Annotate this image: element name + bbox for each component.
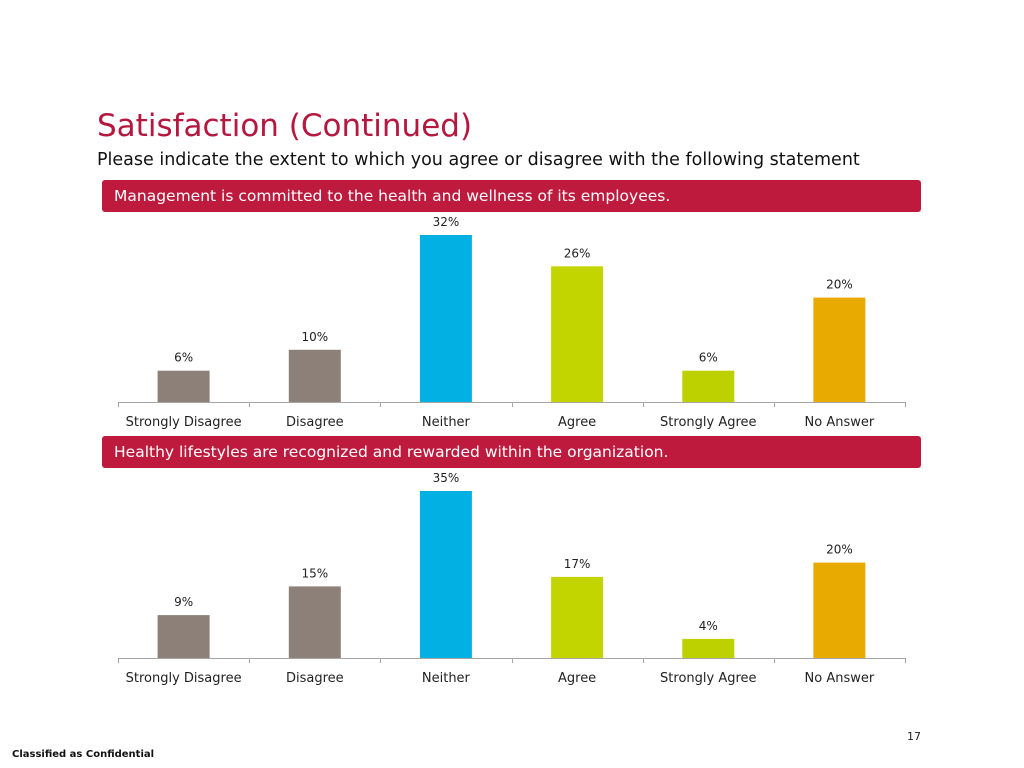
category-label: No Answer <box>805 415 875 430</box>
category-label: Disagree <box>286 415 344 430</box>
bar-3 <box>419 491 472 658</box>
bar-3 <box>419 235 472 402</box>
chart-2-healthy-lifestyles: 9% Strongly Disagree 15% Disagree 35% Neither… <box>118 471 906 686</box>
data-label: 32% <box>433 215 460 229</box>
page-number: 17 <box>907 730 921 743</box>
bar-5 <box>682 638 735 658</box>
category-label: Strongly Agree <box>660 415 757 430</box>
data-label: 9% <box>174 595 193 609</box>
page-subtitle: Please indicate the extent to which you … <box>97 150 860 170</box>
data-label: 17% <box>564 557 591 571</box>
bar-2 <box>288 586 341 658</box>
category-label: Strongly Disagree <box>126 415 242 430</box>
bar-5 <box>682 370 735 402</box>
bar-6 <box>813 562 866 658</box>
data-label: 6% <box>699 351 718 365</box>
chart-1-management-commitment: 6% Strongly Disagree 10% Disagree 32% Neither… <box>118 215 906 430</box>
category-label: Agree <box>558 415 596 430</box>
data-label: 4% <box>699 619 718 633</box>
data-label: 35% <box>433 471 460 485</box>
data-label: 20% <box>826 543 853 557</box>
bar-2 <box>288 349 341 402</box>
data-label: 26% <box>564 246 591 260</box>
bar-4 <box>551 576 604 658</box>
data-label: 20% <box>826 278 853 292</box>
category-label: No Answer <box>805 671 875 686</box>
category-label: Strongly Agree <box>660 671 757 686</box>
confidential-footer: Classified as Confidential <box>12 749 155 760</box>
data-label: 6% <box>174 351 193 365</box>
category-label: Neither <box>422 671 471 686</box>
chart-2-banner: Healthy lifestyles are recognized and re… <box>102 436 921 468</box>
data-label: 15% <box>301 566 328 580</box>
page-title: Satisfaction (Continued) <box>97 108 473 144</box>
category-label: Strongly Disagree <box>126 671 242 686</box>
category-label: Agree <box>558 671 596 686</box>
bar-4 <box>551 266 604 402</box>
category-label: Neither <box>422 415 471 430</box>
bar-1 <box>157 370 210 402</box>
bar-1 <box>157 615 210 658</box>
bar-6 <box>813 297 866 402</box>
category-label: Disagree <box>286 671 344 686</box>
chart-1-banner: Management is committed to the health an… <box>102 180 921 212</box>
data-label: 10% <box>301 330 328 344</box>
